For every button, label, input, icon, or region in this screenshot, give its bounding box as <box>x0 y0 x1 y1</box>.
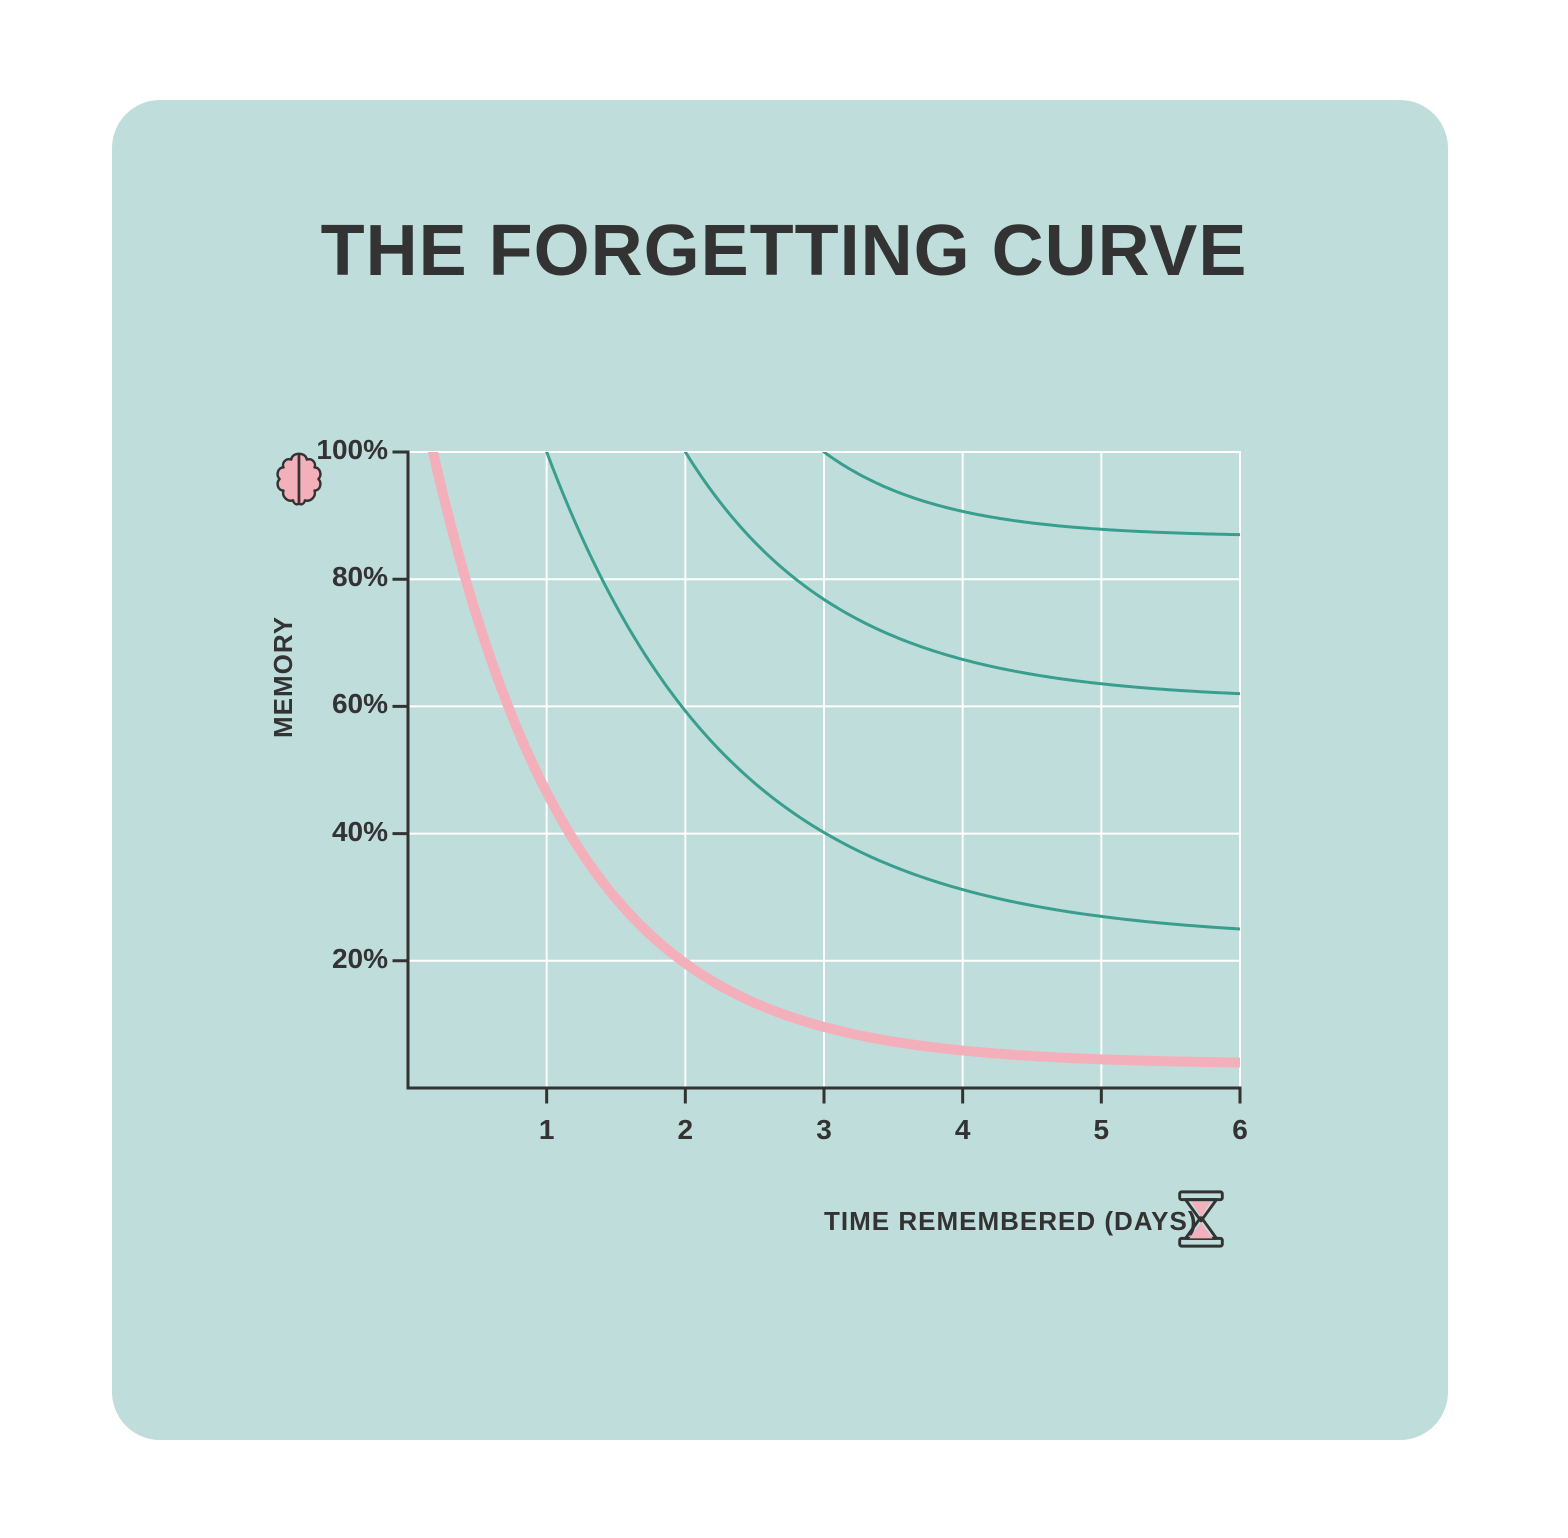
y-tick-label: 20% <box>298 943 388 975</box>
y-tick-label: 80% <box>298 561 388 593</box>
y-tick-label: 40% <box>298 816 388 848</box>
y-tick-label: 100% <box>298 434 388 466</box>
y-tick-label: 60% <box>298 688 388 720</box>
forgetting-curve-chart <box>0 0 1568 1538</box>
x-tick-label: 5 <box>1071 1114 1131 1146</box>
x-tick-label: 1 <box>517 1114 577 1146</box>
x-tick-label: 6 <box>1210 1114 1270 1146</box>
x-tick-label: 4 <box>933 1114 993 1146</box>
x-tick-label: 2 <box>655 1114 715 1146</box>
x-tick-label: 3 <box>794 1114 854 1146</box>
